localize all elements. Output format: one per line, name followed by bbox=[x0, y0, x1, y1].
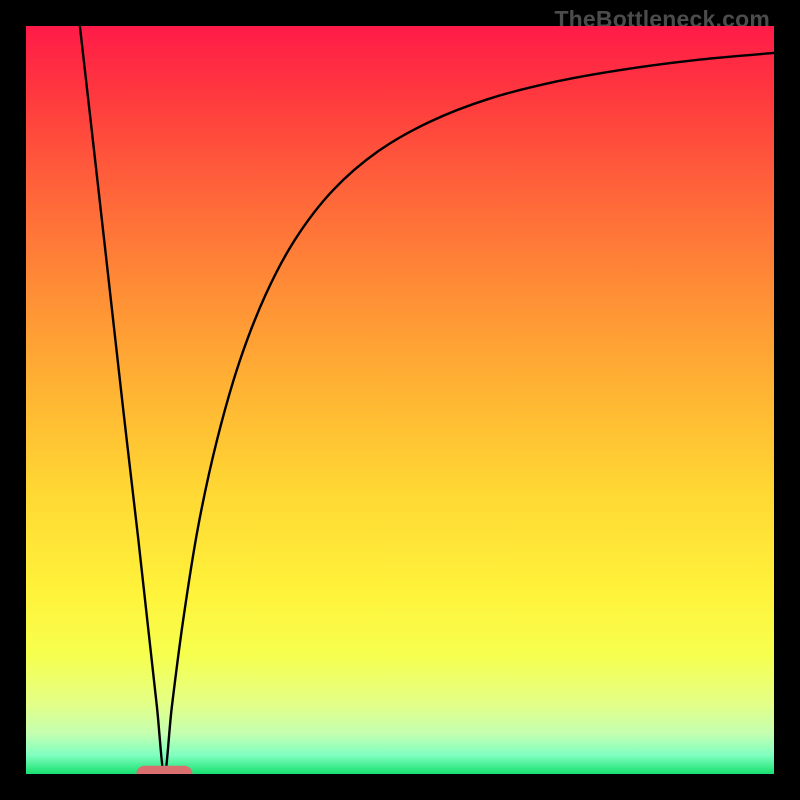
curve-layer bbox=[26, 26, 774, 774]
bottleneck-curve bbox=[80, 26, 774, 774]
chart-frame: TheBottleneck.com bbox=[0, 0, 800, 800]
plot-area bbox=[26, 26, 774, 774]
minimum-marker bbox=[136, 766, 192, 774]
